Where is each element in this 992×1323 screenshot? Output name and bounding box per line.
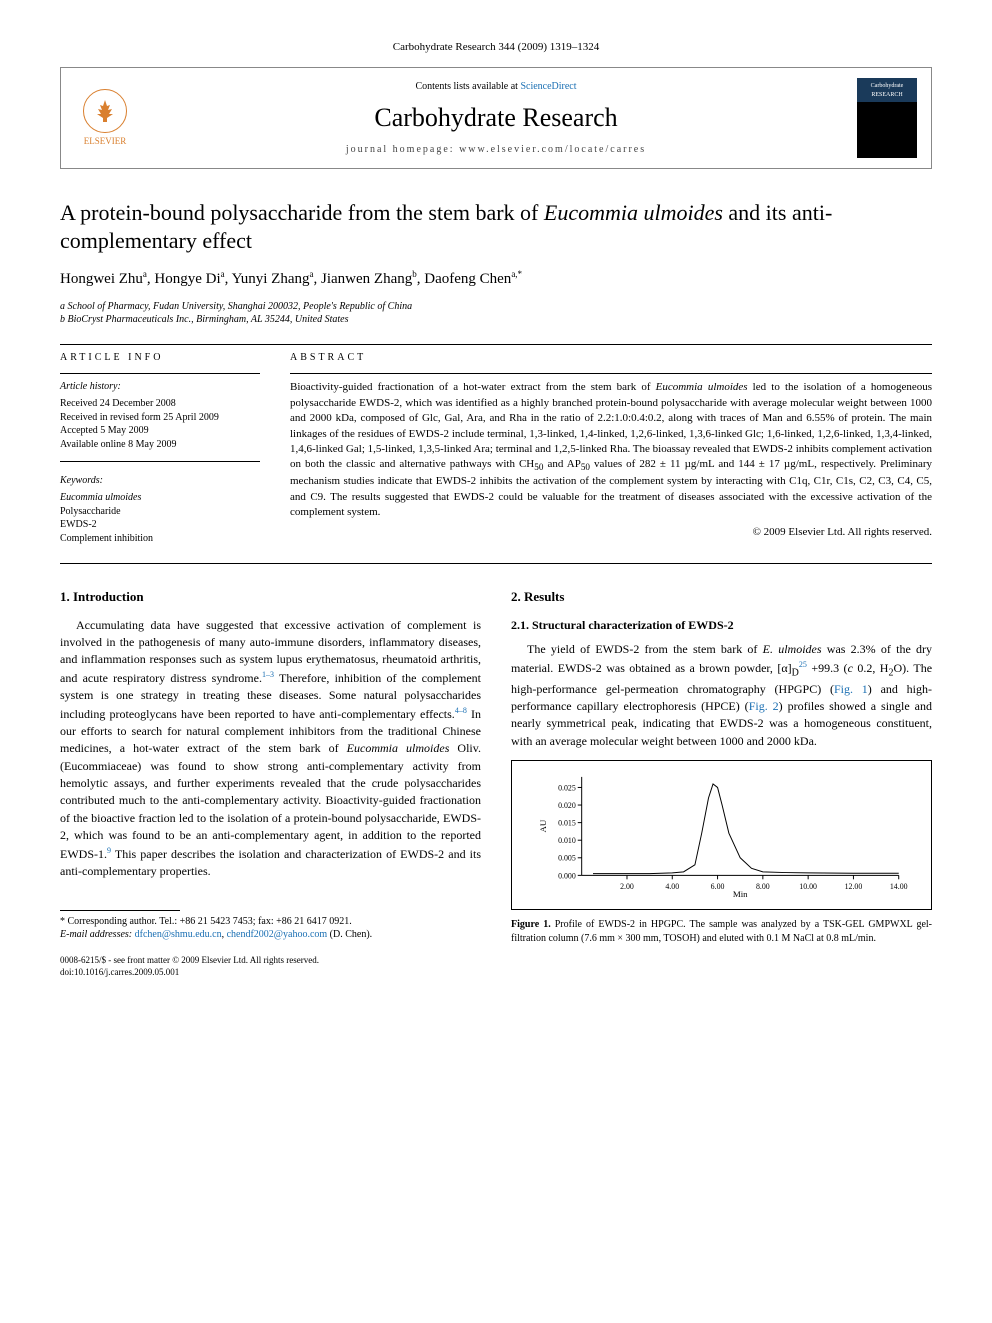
left-column: 1. Introduction Accumulating data have s… <box>60 588 481 978</box>
keywords-label: Keywords: <box>60 474 260 488</box>
corresponding-author-footnote: * Corresponding author. Tel.: +86 21 542… <box>60 915 481 941</box>
info-abstract-row: ARTICLE INFO Article history: Received 2… <box>60 351 932 545</box>
divider <box>60 461 260 462</box>
results-paragraph: The yield of EWDS-2 from the stem bark o… <box>511 641 932 750</box>
history-received: Received 24 December 2008 <box>60 397 260 411</box>
svg-text:10.00: 10.00 <box>799 882 817 891</box>
chart-svg: 0.000 0.005 0.010 0.015 0.020 0.025 2.00 4.00 6.… <box>526 771 917 899</box>
corr-author-line: * Corresponding author. Tel.: +86 21 542… <box>60 915 481 928</box>
affiliation-b: b BioCryst Pharmaceuticals Inc., Birming… <box>60 313 932 326</box>
svg-text:0.015: 0.015 <box>558 819 576 828</box>
authors-line: Hongwei Zhua, Hongye Dia, Yunyi Zhanga, … <box>60 268 932 290</box>
cover-title: Carbohydrate RESEARCH <box>857 82 917 99</box>
elsevier-logo: ELSEVIER <box>75 83 135 153</box>
keyword-item: EWDS-2 <box>60 518 260 532</box>
affiliation-a: a School of Pharmacy, Fudan University, … <box>60 300 932 313</box>
article-info-column: ARTICLE INFO Article history: Received 2… <box>60 351 260 545</box>
svg-text:Min: Min <box>733 889 748 899</box>
abstract-column: ABSTRACT Bioactivity-guided fractionatio… <box>290 351 932 545</box>
svg-text:0.025: 0.025 <box>558 784 576 793</box>
elsevier-tree-icon <box>83 89 127 133</box>
email-line: E-mail addresses: dfchen@shmu.edu.cn, ch… <box>60 928 481 941</box>
body-two-column: 1. Introduction Accumulating data have s… <box>60 588 932 978</box>
history-online: Available online 8 May 2009 <box>60 438 260 452</box>
footer-block: 0008-6215/$ - see front matter © 2009 El… <box>60 955 481 978</box>
elsevier-label: ELSEVIER <box>84 135 127 148</box>
abstract-text: Bioactivity-guided fractionation of a ho… <box>290 380 932 520</box>
svg-text:2.00: 2.00 <box>620 882 634 891</box>
keyword-item: Polysaccharide <box>60 505 260 519</box>
divider <box>290 373 932 374</box>
contents-prefix: Contents lists available at <box>415 81 520 92</box>
svg-text:8.00: 8.00 <box>756 882 770 891</box>
article-info-label: ARTICLE INFO <box>60 351 260 365</box>
email-suffix: (D. Chen). <box>330 929 373 940</box>
homepage-prefix: journal homepage: <box>346 144 459 155</box>
divider <box>60 344 932 345</box>
svg-text:AU: AU <box>538 819 548 832</box>
svg-text:0.000: 0.000 <box>558 872 576 881</box>
intro-heading: 1. Introduction <box>60 588 481 606</box>
results-heading: 2. Results <box>511 588 932 606</box>
svg-text:0.020: 0.020 <box>558 801 576 810</box>
figure-1-caption: Figure 1. Profile of EWDS-2 in HPGPC. Th… <box>511 918 932 945</box>
history-label: Article history: <box>60 380 260 394</box>
svg-text:12.00: 12.00 <box>845 882 863 891</box>
journal-header-box: ELSEVIER Contents lists available at Sci… <box>60 67 932 169</box>
affiliations: a School of Pharmacy, Fudan University, … <box>60 300 932 326</box>
divider-thick <box>60 563 932 564</box>
journal-reference: Carbohydrate Research 344 (2009) 1319–13… <box>60 40 932 55</box>
abstract-label: ABSTRACT <box>290 351 932 365</box>
sciencedirect-link[interactable]: ScienceDirect <box>520 81 576 92</box>
email-link-2[interactable]: chendf2002@yahoo.com <box>227 929 328 940</box>
homepage-line: journal homepage: www.elsevier.com/locat… <box>135 143 857 157</box>
history-revised: Received in revised form 25 April 2009 <box>60 411 260 425</box>
svg-text:0.005: 0.005 <box>558 854 576 863</box>
subsection-heading: 2.1. Structural characterization of EWDS… <box>511 617 932 634</box>
svg-text:4.00: 4.00 <box>665 882 679 891</box>
svg-text:0.010: 0.010 <box>558 836 576 845</box>
right-column: 2. Results 2.1. Structural characterizat… <box>511 588 932 978</box>
footer-copyright: 0008-6215/$ - see front matter © 2009 El… <box>60 955 481 967</box>
svg-text:14.00: 14.00 <box>890 882 908 891</box>
footer-doi: doi:10.1016/j.carres.2009.05.001 <box>60 967 481 979</box>
contents-line: Contents lists available at ScienceDirec… <box>135 80 857 94</box>
email-link-1[interactable]: dfchen@shmu.edu.cn <box>135 929 222 940</box>
keyword-item: Complement inhibition <box>60 532 260 546</box>
journal-name: Carbohydrate Research <box>135 100 857 136</box>
intro-paragraph: Accumulating data have suggested that ex… <box>60 617 481 881</box>
article-title: A protein-bound polysaccharide from the … <box>60 199 932 254</box>
journal-cover-thumbnail: Carbohydrate RESEARCH <box>857 78 917 158</box>
svg-text:6.00: 6.00 <box>711 882 725 891</box>
history-accepted: Accepted 5 May 2009 <box>60 424 260 438</box>
keyword-item: Eucommia ulmoides <box>60 491 260 505</box>
copyright-line: © 2009 Elsevier Ltd. All rights reserved… <box>290 525 932 540</box>
figure-1-chart: 0.000 0.005 0.010 0.015 0.020 0.025 2.00 4.00 6.… <box>511 760 932 910</box>
divider <box>60 373 260 374</box>
homepage-url: www.elsevier.com/locate/carres <box>459 144 646 155</box>
footnote-separator <box>60 910 180 911</box>
email-label: E-mail addresses: <box>60 929 132 940</box>
